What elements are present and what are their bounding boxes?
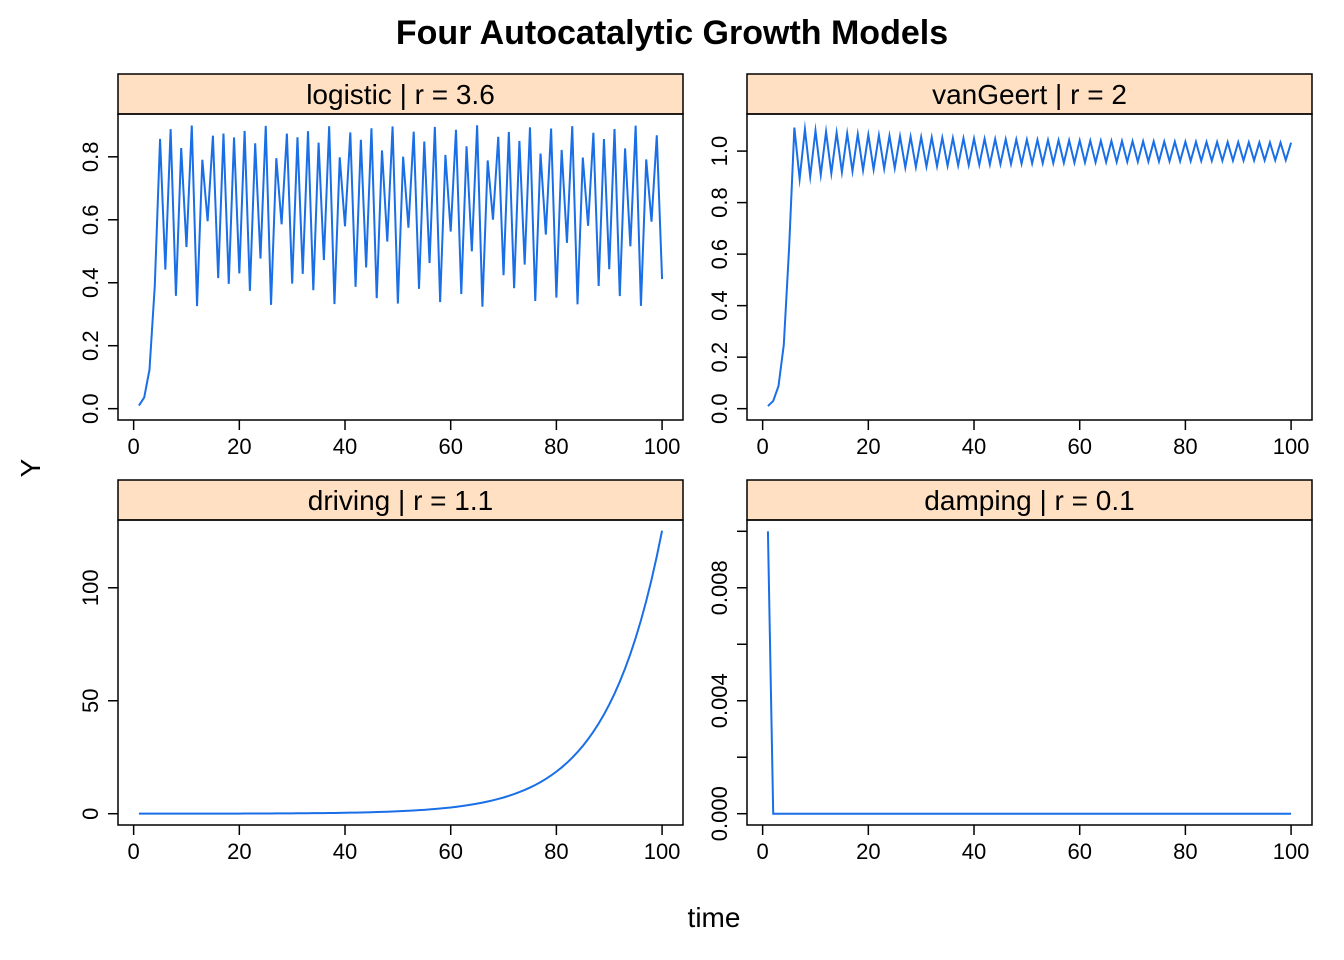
x-tick-label: 100 xyxy=(644,434,681,459)
x-tick-label: 0 xyxy=(757,839,769,864)
y-axis-label: Y xyxy=(15,458,46,477)
strip-driving xyxy=(117,479,684,521)
x-tick-label: 100 xyxy=(1273,839,1310,864)
x-tick-label: 80 xyxy=(1173,434,1197,459)
panels: logistic | r = 3.6 0 20 40 60 80 100 0.0 0.2 0.4 0… xyxy=(78,73,1313,864)
panel-driving: driving | r = 1.1 0 20 40 60 80 100 0 50 100 xyxy=(78,479,684,864)
y-tick-label: 100 xyxy=(78,569,103,606)
x-tick-label: 0 xyxy=(128,434,140,459)
x-tick-label: 100 xyxy=(644,839,681,864)
panel-logistic: logistic | r = 3.6 0 20 40 60 80 100 0.0 0.2 0.4 0… xyxy=(78,73,684,459)
x-tick-label: 80 xyxy=(544,839,568,864)
plot-frame xyxy=(117,113,684,421)
strip-logistic xyxy=(117,73,684,115)
strip-label: vanGeert | r = 2 xyxy=(932,79,1127,110)
x-tick-label: 40 xyxy=(962,434,986,459)
y-tick-label: 50 xyxy=(78,688,103,712)
y-tick-label: 0.0 xyxy=(78,393,103,424)
x-tick-label: 20 xyxy=(227,839,251,864)
strip-vanGeert xyxy=(746,73,1313,115)
strip-label: driving | r = 1.1 xyxy=(308,485,493,516)
y-tick-label: 0.000 xyxy=(707,786,732,841)
x-tick-label: 80 xyxy=(544,434,568,459)
x-tick-label: 0 xyxy=(757,434,769,459)
x-tick-label: 60 xyxy=(438,839,462,864)
y-tick-label: 1.0 xyxy=(707,136,732,167)
series-line-logistic xyxy=(138,125,664,407)
x-tick-label: 60 xyxy=(438,434,462,459)
y-tick-label: 0.8 xyxy=(707,187,732,218)
x-tick-label: 20 xyxy=(227,434,251,459)
series-line-driving xyxy=(138,530,664,815)
y-tick-label: 0.6 xyxy=(707,239,732,270)
x-tick-label: 0 xyxy=(128,839,140,864)
x-tick-label: 60 xyxy=(1067,839,1091,864)
plot-frame xyxy=(746,113,1313,421)
y-tick-label: 0.008 xyxy=(707,560,732,615)
y-tick-label: 0.6 xyxy=(78,204,103,235)
x-axis-label: time xyxy=(688,902,741,933)
x-tick-label: 80 xyxy=(1173,839,1197,864)
x-tick-label: 20 xyxy=(856,434,880,459)
x-tick-label: 40 xyxy=(962,839,986,864)
strip-label: logistic | r = 3.6 xyxy=(306,79,495,110)
x-tick-label: 100 xyxy=(1273,434,1310,459)
y-tick-label: 0.8 xyxy=(78,142,103,173)
x-tick-label: 60 xyxy=(1067,434,1091,459)
plot-title: Four Autocatalytic Growth Models xyxy=(396,14,948,52)
x-tick-label: 40 xyxy=(333,434,357,459)
x-tick-label: 20 xyxy=(856,839,880,864)
plot-frame xyxy=(746,519,1313,826)
y-tick-label: 0 xyxy=(78,808,103,820)
y-tick-label: 0.4 xyxy=(78,267,103,298)
strip-label: damping | r = 0.1 xyxy=(924,485,1134,516)
series-line-vanGeert xyxy=(767,120,1293,407)
panel-vanGeert: vanGeert | r = 2 0 20 40 60 80 100 0.0 0.2 0.4 0.6… xyxy=(707,73,1313,459)
y-tick-label: 0.2 xyxy=(78,330,103,361)
series-line-damping xyxy=(766,531,1292,815)
y-tick-label: 0.004 xyxy=(707,673,732,728)
y-tick-label: 0.4 xyxy=(707,290,732,321)
y-tick-label: 0.0 xyxy=(707,393,732,424)
y-tick-label: 0.2 xyxy=(707,342,732,373)
plot-frame xyxy=(117,519,684,826)
panel-damping: damping | r = 0.1 0 20 40 60 80 100 0.000 0.004 0… xyxy=(707,479,1313,864)
x-tick-label: 40 xyxy=(333,839,357,864)
